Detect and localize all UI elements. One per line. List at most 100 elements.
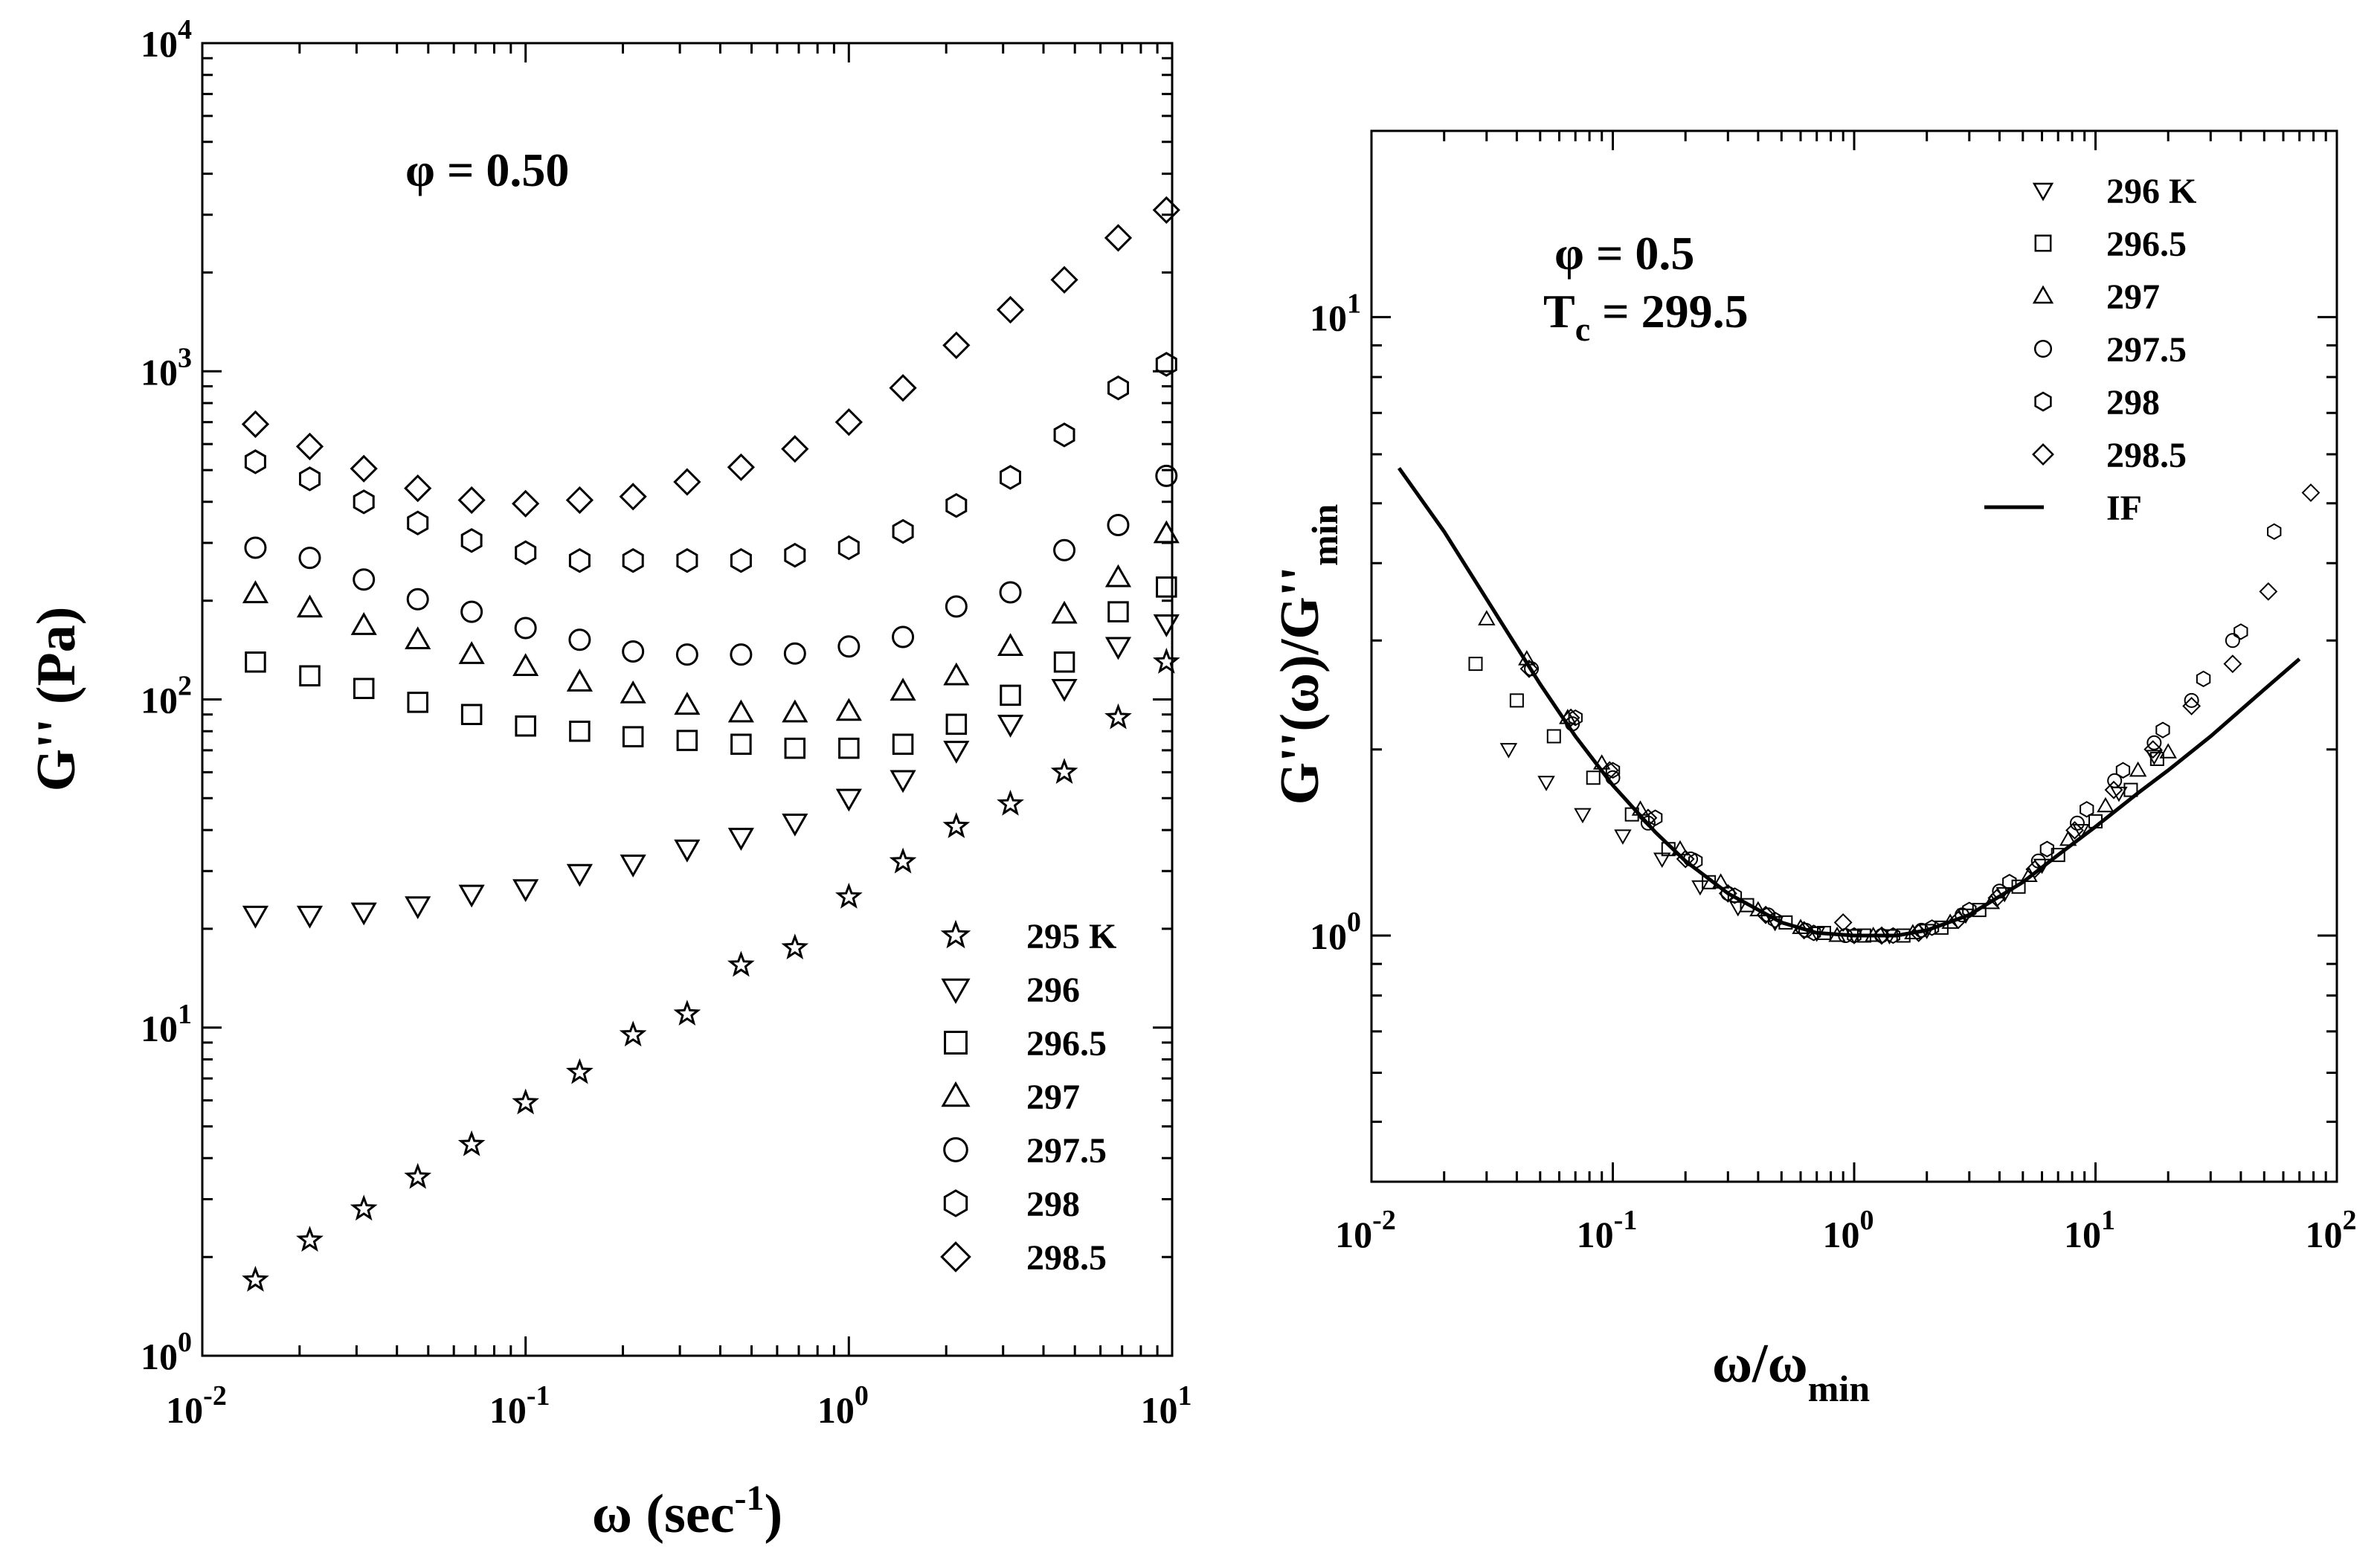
b-x-tick-label-exp: -2 <box>1372 1205 1396 1236</box>
b-x-tick-label-base: 10 <box>1823 1214 1860 1255</box>
point-triangle-up <box>1104 564 1132 588</box>
b-y-tick-label-exp: 0 <box>1347 907 1361 938</box>
tc-main: T <box>1543 285 1575 338</box>
b-x-tick-label-base: 10 <box>2064 1214 2101 1255</box>
legend-marker-triangle-down <box>2032 182 2054 202</box>
point-hexagon <box>676 547 698 573</box>
point-hexagon <box>2002 874 2017 891</box>
right-if-fit-line <box>1397 466 2301 938</box>
point-triangle-down <box>1917 924 1936 939</box>
a-x-tick-label-exp: 0 <box>855 1380 869 1412</box>
a-x-tick-label: 10-2 <box>166 1380 227 1431</box>
point-hexagon <box>622 547 644 573</box>
a-x-tick-label: 100 <box>817 1380 869 1431</box>
point-star <box>1104 703 1132 730</box>
a-y-tick-label-base: 10 <box>141 1008 178 1049</box>
point-triangle-down <box>458 884 485 908</box>
b-tick-marks <box>1370 131 2338 1182</box>
point-triangle-up <box>782 699 808 723</box>
legend-label: 298 <box>1026 1185 1080 1224</box>
point-triangle-up <box>1904 924 1922 939</box>
point-square <box>353 677 375 700</box>
point-square <box>784 737 806 759</box>
point-square <box>1934 920 1949 935</box>
legend-marker-circle <box>943 1137 968 1162</box>
series-298.5 <box>1519 483 2320 945</box>
point-triangle-down <box>1153 614 1180 637</box>
point-square <box>2051 848 2065 863</box>
point-triangle-up <box>997 633 1024 657</box>
legend-label: 296.5 <box>1026 1024 1107 1063</box>
point-triangle-down <box>674 839 701 863</box>
left-annotation: φ = 0.50 <box>405 144 569 196</box>
tc-sub: c <box>1575 310 1590 348</box>
legend-marker-triangle-down <box>941 978 971 1005</box>
point-square <box>1000 684 1021 707</box>
point-circle <box>406 588 429 611</box>
point-star <box>835 882 863 909</box>
point-triangle-up <box>350 612 377 635</box>
point-circle <box>2225 633 2240 648</box>
point-hexagon <box>407 510 429 535</box>
point-triangle-up <box>1982 893 2001 910</box>
point-star <box>1050 758 1078 784</box>
point-star <box>781 933 809 960</box>
point-hexagon <box>244 449 266 474</box>
point-triangle-down <box>2072 823 2090 840</box>
point-diamond <box>295 432 324 460</box>
point-triangle-up <box>1051 600 1078 624</box>
series-296.5 <box>245 576 1177 759</box>
b-x-tick-label: 101 <box>2064 1205 2115 1255</box>
point-triangle-up <box>566 669 593 692</box>
right-plot-frame <box>1370 129 2338 1183</box>
point-diamond <box>1949 910 1968 930</box>
point-triangle-down <box>782 813 808 837</box>
point-hexagon <box>2267 523 2282 540</box>
point-diamond <box>1833 913 1853 932</box>
b-x-tick-label-exp: -1 <box>1614 1205 1638 1236</box>
point-circle <box>353 568 376 591</box>
legend-label: 298 <box>2106 383 2160 422</box>
b-y-tick-label: 101 <box>1310 288 1361 338</box>
point-circle <box>1053 538 1076 561</box>
point-triangle-up <box>1828 927 1846 942</box>
point-star <box>889 847 917 874</box>
point-triangle-up <box>1711 873 1730 889</box>
point-circle <box>2030 853 2046 869</box>
b-x-tick-label: 10-1 <box>1577 1205 1638 1255</box>
legend-label: 296 <box>1026 971 1080 1010</box>
point-diamond <box>2143 740 2163 759</box>
point-star <box>242 1266 269 1292</box>
point-square <box>2088 814 2103 828</box>
point-diamond <box>404 474 432 503</box>
a-x-tick-label-exp: 1 <box>1178 1380 1192 1412</box>
b-y-tick-label-exp: 1 <box>1347 288 1361 319</box>
point-square <box>1468 657 1483 672</box>
point-circle <box>622 640 645 663</box>
series-297 <box>1478 610 2177 942</box>
point-triangle-up <box>296 594 324 618</box>
point-square <box>1546 729 1561 744</box>
point-circle <box>999 581 1022 604</box>
point-diamond <box>889 373 917 402</box>
point-triangle-up <box>1592 754 1611 770</box>
b-y-tick-label-base: 10 <box>1310 297 1347 338</box>
legend-marker-triangle-up <box>2032 285 2054 304</box>
point-square <box>515 715 536 737</box>
legend-marker-star <box>940 919 971 949</box>
point-square <box>2149 752 2164 767</box>
point-triangle-down <box>1729 901 1747 917</box>
legend-label: 297 <box>1026 1078 1080 1117</box>
point-hexagon <box>2155 721 2170 738</box>
point-star <box>942 812 971 838</box>
left-x-axis-title: ω (sec-1) <box>592 1478 782 1545</box>
point-triangle-down <box>405 896 431 920</box>
point-circle <box>1720 886 1736 901</box>
point-circle <box>1155 464 1178 487</box>
point-hexagon <box>515 540 537 565</box>
tc-rest: = 299.5 <box>1590 285 1748 338</box>
point-hexagon <box>1568 709 1583 727</box>
point-circle <box>730 643 753 666</box>
